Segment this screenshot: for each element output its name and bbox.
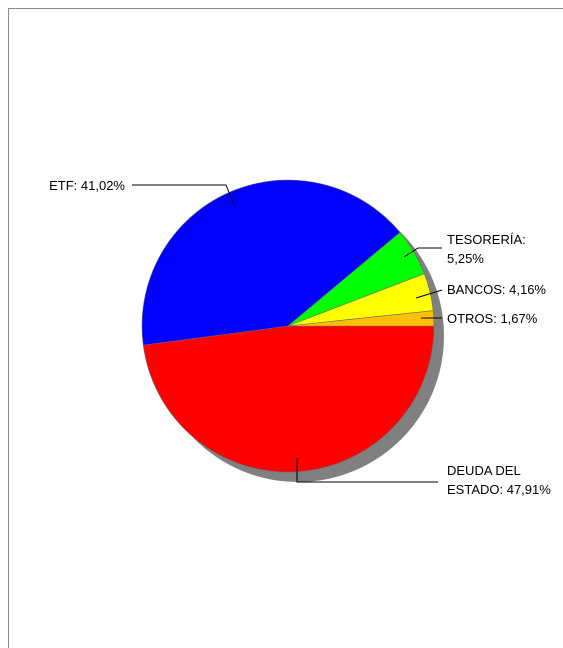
slice-label-line: BANCOS: 4,16%: [447, 282, 546, 297]
slice-label-tesorer-a: TESORERÍA: 5,25%: [447, 232, 526, 266]
slice-label-bancos: BANCOS: 4,16%: [447, 282, 546, 297]
slice-label-etf: ETF: 41,02%: [49, 178, 125, 193]
slice-label-deuda-del-estado: DEUDA DEL ESTADO: 47,91%: [447, 463, 551, 497]
leader-lines: [132, 184, 443, 483]
slice-label-line: ETF: 41,02%: [49, 178, 125, 193]
pie-chart: DEUDA DEL ESTADO: 47,91% ETF: 41,02% TESORE…: [49, 178, 551, 497]
slice-label-line: TESORERÍA:: [447, 232, 526, 247]
slice-label-line: 5,25%: [447, 251, 484, 266]
pie-slices: [141, 179, 435, 473]
slice-labels: DEUDA DEL ESTADO: 47,91% ETF: 41,02% TESORE…: [49, 178, 551, 497]
leader-line-etf: [132, 184, 235, 206]
pie-slice-deuda-del-estado: [142, 325, 435, 473]
leader-line-bancos: [415, 289, 443, 299]
slice-label-line: ESTADO: 47,91%: [447, 482, 551, 497]
chart-frame: [8, 8, 563, 648]
leader-line-deuda-del-estado: [296, 458, 438, 483]
slice-label-line: OTROS: 1,67%: [447, 311, 538, 326]
slice-label-otros: OTROS: 1,67%: [447, 311, 538, 326]
slice-label-line: DEUDA DEL: [447, 463, 521, 478]
leader-line-tesorer-a: [403, 247, 442, 258]
